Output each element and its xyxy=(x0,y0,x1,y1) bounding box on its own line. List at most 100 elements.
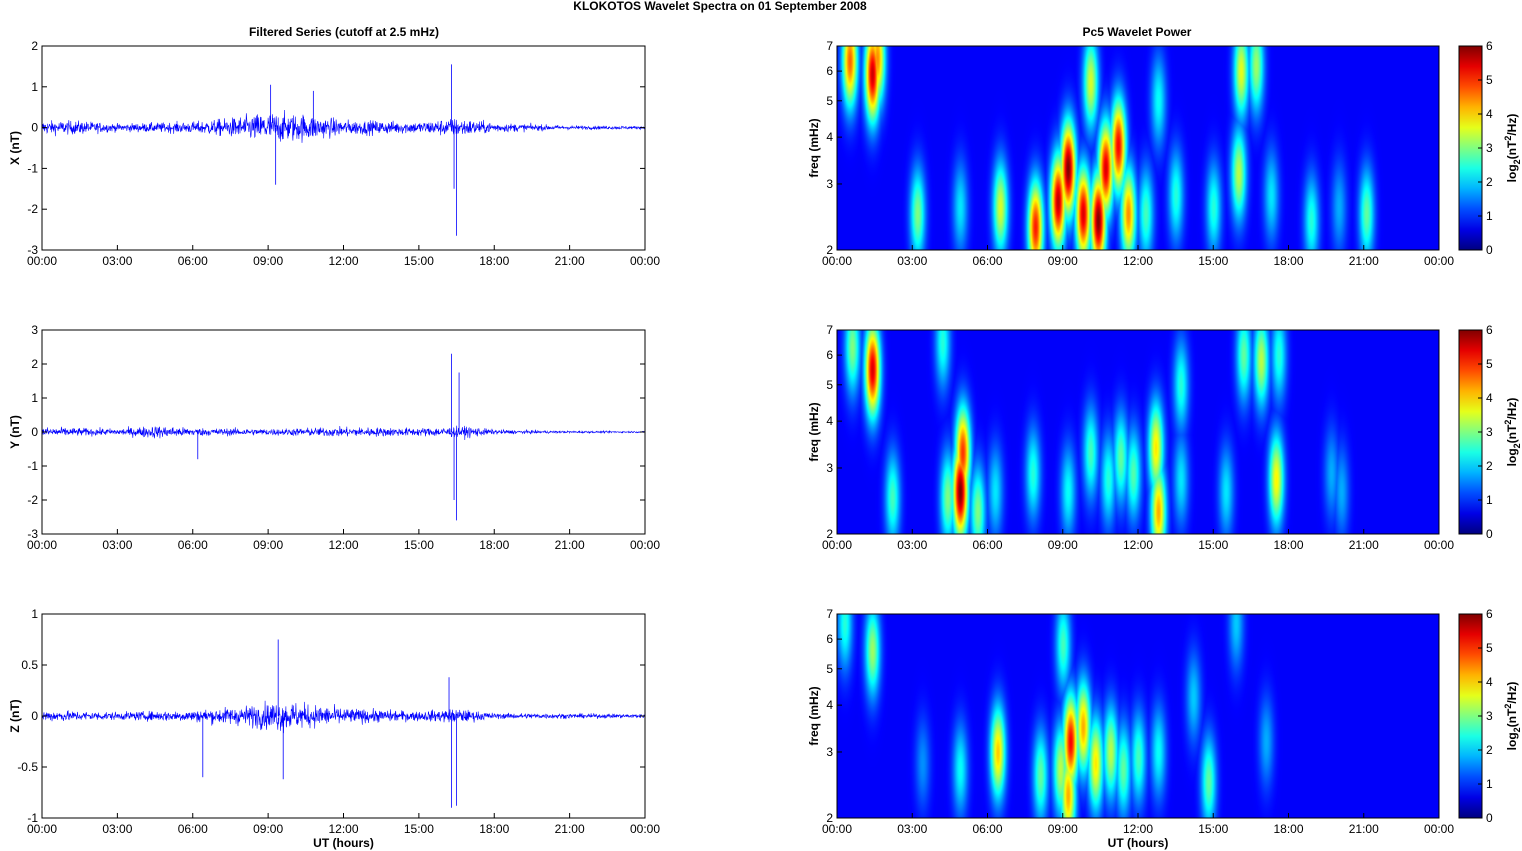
colorbar-tick-label: 1 xyxy=(1486,493,1493,507)
colorbar-tick-label: 6 xyxy=(1486,323,1493,337)
x-tick-label: 06:00 xyxy=(972,538,1002,552)
figure-title: KLOKOTOS Wavelet Spectra on 01 September… xyxy=(573,0,867,13)
y-tick-label: 7 xyxy=(826,323,833,337)
colorbar-tick-label: 2 xyxy=(1486,459,1493,473)
y-tick-label: -0.5 xyxy=(17,760,38,774)
wavelet-power-panel-y: log2(nT2/Hz) xyxy=(836,329,1522,535)
y-tick-label: 5 xyxy=(826,662,833,676)
y-tick-label: 6 xyxy=(826,64,833,78)
x-tick-label: 12:00 xyxy=(1123,822,1153,836)
colorbar-label-part: 2 xyxy=(1503,420,1513,425)
y-axis-label: Z (nT) xyxy=(8,699,22,732)
x-tick-label: 06:00 xyxy=(178,254,208,268)
y-tick-label: 2 xyxy=(826,527,833,541)
colorbar-label-part: 2 xyxy=(1503,704,1513,709)
x-tick-label: 00:00 xyxy=(822,538,852,552)
y-tick-label: -3 xyxy=(27,243,38,257)
y-axis-label: Y (nT) xyxy=(8,415,22,449)
x-tick-label: 06:00 xyxy=(972,254,1002,268)
left-column-title: Filtered Series (cutoff at 2.5 mHz) xyxy=(249,25,439,39)
colorbar-label-part: 2 xyxy=(1512,443,1522,448)
x-tick-label: 00:00 xyxy=(27,538,57,552)
y-tick-label: 0.5 xyxy=(21,658,38,672)
x-tick-label: 21:00 xyxy=(1349,538,1379,552)
x-tick-label: 09:00 xyxy=(253,822,283,836)
x-tick-label: 18:00 xyxy=(1273,538,1303,552)
wavelet-power-panel-z: log2(nT2/Hz) xyxy=(836,613,1522,819)
wavelet-heatmap xyxy=(837,330,1439,534)
y-tick-label: 2 xyxy=(31,357,38,371)
x-tick-label: 18:00 xyxy=(479,254,509,268)
y-tick-label: 4 xyxy=(826,130,833,144)
colorbar-label-part: /Hz) xyxy=(1505,114,1519,136)
x-tick-label: 15:00 xyxy=(404,254,434,268)
colorbar-label-part: log xyxy=(1505,164,1519,182)
colorbar-tick-label: 5 xyxy=(1486,641,1493,655)
colorbar-tick-label: 5 xyxy=(1486,73,1493,87)
line-panel-x xyxy=(41,45,646,251)
colorbar-tick-label: 3 xyxy=(1486,425,1493,439)
x-tick-label: 00:00 xyxy=(630,538,660,552)
x-tick-label: 00:00 xyxy=(27,254,57,268)
colorbar-label-part: log xyxy=(1505,448,1519,466)
y-tick-label: 2 xyxy=(826,811,833,825)
colorbar-label: log2(nT2/Hz) xyxy=(1503,398,1522,467)
x-tick-label: 21:00 xyxy=(555,254,585,268)
series-trace xyxy=(41,700,646,734)
y-tick-label: 7 xyxy=(826,607,833,621)
y-axis-label: freq (mHz) xyxy=(807,118,821,177)
x-tick-label: 15:00 xyxy=(404,822,434,836)
x-tick-label: 12:00 xyxy=(328,538,358,552)
x-tick-label: 03:00 xyxy=(897,538,927,552)
x-tick-label: 03:00 xyxy=(897,254,927,268)
y-axis-label: X (nT) xyxy=(8,131,22,165)
x-tick-label: 00:00 xyxy=(630,822,660,836)
colorbar-tick-label: 3 xyxy=(1486,141,1493,155)
colorbar-tick-label: 0 xyxy=(1486,243,1493,257)
y-tick-label: 6 xyxy=(826,632,833,646)
y-tick-label: 5 xyxy=(826,378,833,392)
colorbar-tick-label: 2 xyxy=(1486,175,1493,189)
line-panel-y xyxy=(41,329,646,535)
x-tick-label: 18:00 xyxy=(479,538,509,552)
x-tick-label: 00:00 xyxy=(822,254,852,268)
colorbar-label: log2(nT2/Hz) xyxy=(1503,114,1522,183)
x-tick-label: 12:00 xyxy=(1123,254,1153,268)
y-tick-label: -2 xyxy=(27,202,38,216)
x-tick-label: 00:00 xyxy=(630,254,660,268)
x-tick-label: 06:00 xyxy=(178,822,208,836)
colorbar-tick-label: 4 xyxy=(1486,107,1493,121)
x-tick-label: 00:00 xyxy=(1424,822,1454,836)
x-tick-label: 12:00 xyxy=(328,822,358,836)
y-tick-label: 3 xyxy=(826,461,833,475)
x-tick-label: 09:00 xyxy=(253,254,283,268)
colorbar-tick-label: 1 xyxy=(1486,209,1493,223)
colorbar-tick-label: 0 xyxy=(1486,527,1493,541)
y-tick-label: 6 xyxy=(826,348,833,362)
y-tick-label: 3 xyxy=(826,177,833,191)
y-tick-label: 2 xyxy=(31,39,38,53)
x-tick-label: 15:00 xyxy=(1198,538,1228,552)
x-tick-label: 06:00 xyxy=(972,822,1002,836)
x-tick-label: 12:00 xyxy=(328,254,358,268)
x-tick-label: 18:00 xyxy=(1273,254,1303,268)
colorbar-label: log2(nT2/Hz) xyxy=(1503,682,1522,751)
wavelet-power-panel-x: log2(nT2/Hz) xyxy=(836,45,1522,251)
y-tick-label: 3 xyxy=(31,323,38,337)
right-column-title: Pc5 Wavelet Power xyxy=(1083,25,1192,39)
y-tick-label: 0 xyxy=(31,121,38,135)
colorbar-label-part: 2 xyxy=(1503,136,1513,141)
y-tick-label: -1 xyxy=(27,811,38,825)
series-trace xyxy=(41,109,646,143)
colorbar-tick-label: 0 xyxy=(1486,811,1493,825)
x-tick-label: 03:00 xyxy=(102,822,132,836)
y-tick-label: 2 xyxy=(826,243,833,257)
x-tick-label: 09:00 xyxy=(253,538,283,552)
colorbar-tick-label: 2 xyxy=(1486,743,1493,757)
colorbar-tick-label: 5 xyxy=(1486,357,1493,371)
x-tick-label: 12:00 xyxy=(1123,538,1153,552)
colorbar-tick-label: 4 xyxy=(1486,675,1493,689)
x-tick-label: 15:00 xyxy=(404,538,434,552)
y-tick-label: 1 xyxy=(31,80,38,94)
